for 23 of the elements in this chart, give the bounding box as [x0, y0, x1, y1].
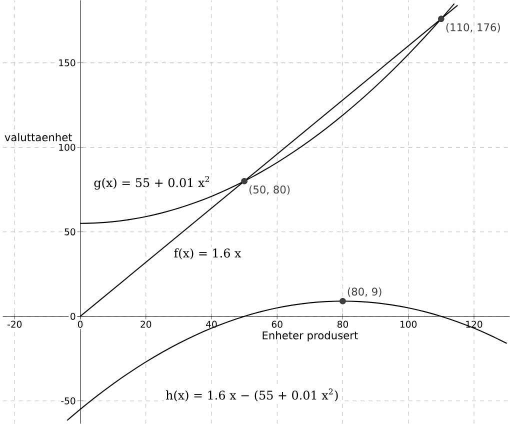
- x-axis-title: Enheter produsert: [262, 331, 358, 342]
- y-tick-label: 150: [59, 59, 76, 66]
- x-tick-label: 20: [140, 320, 152, 328]
- y-axis-title: valuttaenhet: [4, 133, 72, 142]
- annotation: (110, 176): [446, 23, 500, 33]
- x-tick-label: 60: [272, 320, 282, 328]
- x-tick-label: 100: [400, 320, 417, 328]
- x-tick-label: 80: [337, 320, 348, 328]
- point: [438, 16, 444, 22]
- y-tick-label: 0: [70, 312, 76, 320]
- annotation: (50, 80): [249, 185, 290, 195]
- x-tick-label: 0: [78, 320, 83, 328]
- y-tick-label: 50: [64, 228, 76, 236]
- y-tick-label: 100: [59, 144, 76, 151]
- y-tick-label: -50: [61, 397, 76, 404]
- annotation: (80, 9): [348, 287, 382, 297]
- point: [241, 178, 248, 184]
- point: [340, 298, 346, 304]
- series-label: g(x) = 55 + 0.01 x$^{2}$: [94, 176, 210, 190]
- text: h(x) = 1.6 x − (55 + 0.01 x$^{2}$): [166, 388, 338, 402]
- x-tick-label: -20: [8, 320, 22, 328]
- series-label: f(x) = 1.6 x: [174, 248, 242, 260]
- x-tick-label: 120: [466, 320, 482, 328]
